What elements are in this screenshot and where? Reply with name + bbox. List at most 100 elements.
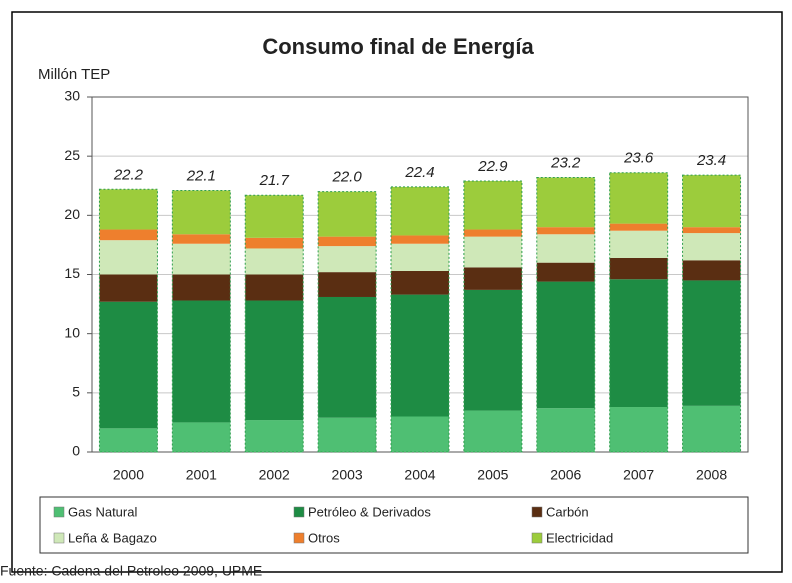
bar-segment (391, 270, 449, 295)
bar-segment (99, 428, 158, 452)
bar-outline (609, 172, 669, 453)
bar-segment (318, 246, 377, 273)
legend-label: Electricidad (546, 530, 613, 545)
bar-segment (463, 410, 522, 452)
x-tick-label: 2008 (696, 467, 727, 483)
legend-box (39, 496, 749, 554)
legend-swatch (531, 532, 543, 544)
bar-segment (463, 236, 522, 268)
y-tick-label: 20 (64, 206, 80, 222)
bar-outline (390, 186, 450, 453)
bar-segment (536, 234, 595, 263)
bar-segment (609, 230, 668, 258)
bar-segment (682, 260, 741, 281)
source: Fuente: Cadena del Petroleo 2009, UPME (0, 563, 262, 579)
y-tick-label: 30 (64, 88, 80, 104)
legend-label: Leña & Bagazo (68, 530, 157, 545)
bar-segment (172, 243, 231, 275)
y-tick-label: 25 (64, 147, 80, 163)
total-label: 22.9 (477, 158, 508, 175)
legend-label: Carbón (546, 504, 589, 519)
bar-segment (391, 243, 449, 271)
x-tick-label: 2004 (404, 467, 435, 483)
bar-segment (245, 300, 304, 421)
bar-segment (391, 294, 449, 417)
total-label: 21.7 (259, 172, 290, 189)
y-axis-label: Millón TEP (38, 66, 110, 83)
legend-swatch (53, 506, 65, 518)
legend-label: Petróleo & Derivados (308, 504, 431, 519)
bar-segment (536, 227, 595, 235)
bar-segment (99, 229, 158, 241)
bar-segment (463, 267, 522, 290)
bar-segment (536, 177, 595, 228)
total-label: 23.6 (623, 150, 654, 167)
bar-segment (682, 227, 741, 234)
x-tick-label: 2000 (113, 467, 144, 483)
bar-segment (536, 408, 595, 452)
bar-segment (318, 191, 377, 237)
x-tick-label: 2007 (623, 467, 654, 483)
x-tick-label: 2005 (477, 467, 508, 483)
bar-segment (172, 190, 231, 235)
bar-segment (391, 416, 449, 452)
bar-segment (172, 300, 231, 423)
bar-outline (463, 180, 523, 453)
total-label: 22.0 (332, 169, 363, 186)
bar-segment (682, 233, 741, 261)
bar-segment (609, 172, 668, 224)
y-tick-label: 0 (72, 443, 80, 459)
legend-label: Otros (308, 530, 340, 545)
bar-segment (99, 240, 158, 275)
legend-swatch (53, 532, 65, 544)
bar-segment (609, 279, 668, 408)
total-label: 22.4 (404, 164, 434, 181)
y-tick-label: 5 (72, 384, 80, 400)
legend-swatch (293, 532, 305, 544)
bar-segment (172, 274, 231, 301)
legend-swatch (531, 506, 543, 518)
bar-segment (99, 301, 158, 429)
bar-segment (245, 248, 304, 275)
bar-outline (98, 188, 158, 453)
bar-segment (318, 272, 377, 297)
bar-outline (171, 189, 231, 453)
bar-outline (682, 174, 742, 453)
bar-outline (536, 176, 596, 453)
bar-segment (536, 281, 595, 409)
bar-segment (536, 262, 595, 282)
bar-segment (682, 280, 741, 406)
bar-segment (609, 257, 668, 280)
chart-title: Consumo final de Energía (262, 34, 534, 59)
bar-segment (99, 189, 158, 230)
bar-segment (245, 420, 304, 452)
x-tick-label: 2003 (332, 467, 363, 483)
total-label: 22.2 (113, 166, 144, 183)
bar-segment (245, 195, 304, 238)
bar-segment (99, 274, 158, 302)
x-tick-label: 2006 (550, 467, 581, 483)
x-tick-label: 2002 (259, 467, 290, 483)
bar-segment (245, 274, 304, 301)
bar-segment (318, 417, 377, 452)
bar-segment (172, 422, 231, 452)
bar-segment (172, 234, 231, 244)
bar-segment (682, 405, 741, 452)
bar-segment (318, 296, 377, 418)
bar-segment (463, 229, 522, 237)
legend-label: Gas Natural (68, 504, 137, 519)
bar-segment (682, 175, 741, 228)
y-tick-label: 10 (64, 324, 80, 340)
x-tick-label: 2001 (186, 467, 217, 483)
bar-segment (245, 237, 304, 249)
total-label: 23.2 (550, 154, 581, 171)
bar-segment (391, 186, 449, 236)
bar-segment (609, 223, 668, 231)
bar-segment (463, 181, 522, 230)
bar-segment (463, 289, 522, 411)
bar-segment (391, 235, 449, 244)
bar-outline (244, 194, 304, 453)
total-label: 23.4 (696, 152, 726, 169)
legend-swatch (293, 506, 305, 518)
